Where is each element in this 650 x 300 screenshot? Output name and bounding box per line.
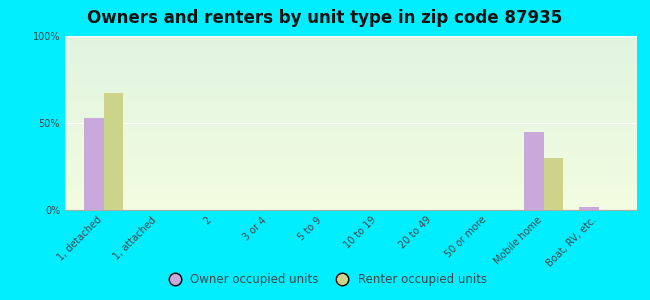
Bar	[543, 158, 563, 210]
Bar	[103, 93, 123, 210]
Bar	[84, 118, 103, 210]
Legend: Owner occupied units, Renter occupied units: Owner occupied units, Renter occupied un…	[159, 269, 491, 291]
Bar	[525, 132, 543, 210]
Bar	[579, 206, 599, 210]
Text: Owners and renters by unit type in zip code 87935: Owners and renters by unit type in zip c…	[87, 9, 563, 27]
